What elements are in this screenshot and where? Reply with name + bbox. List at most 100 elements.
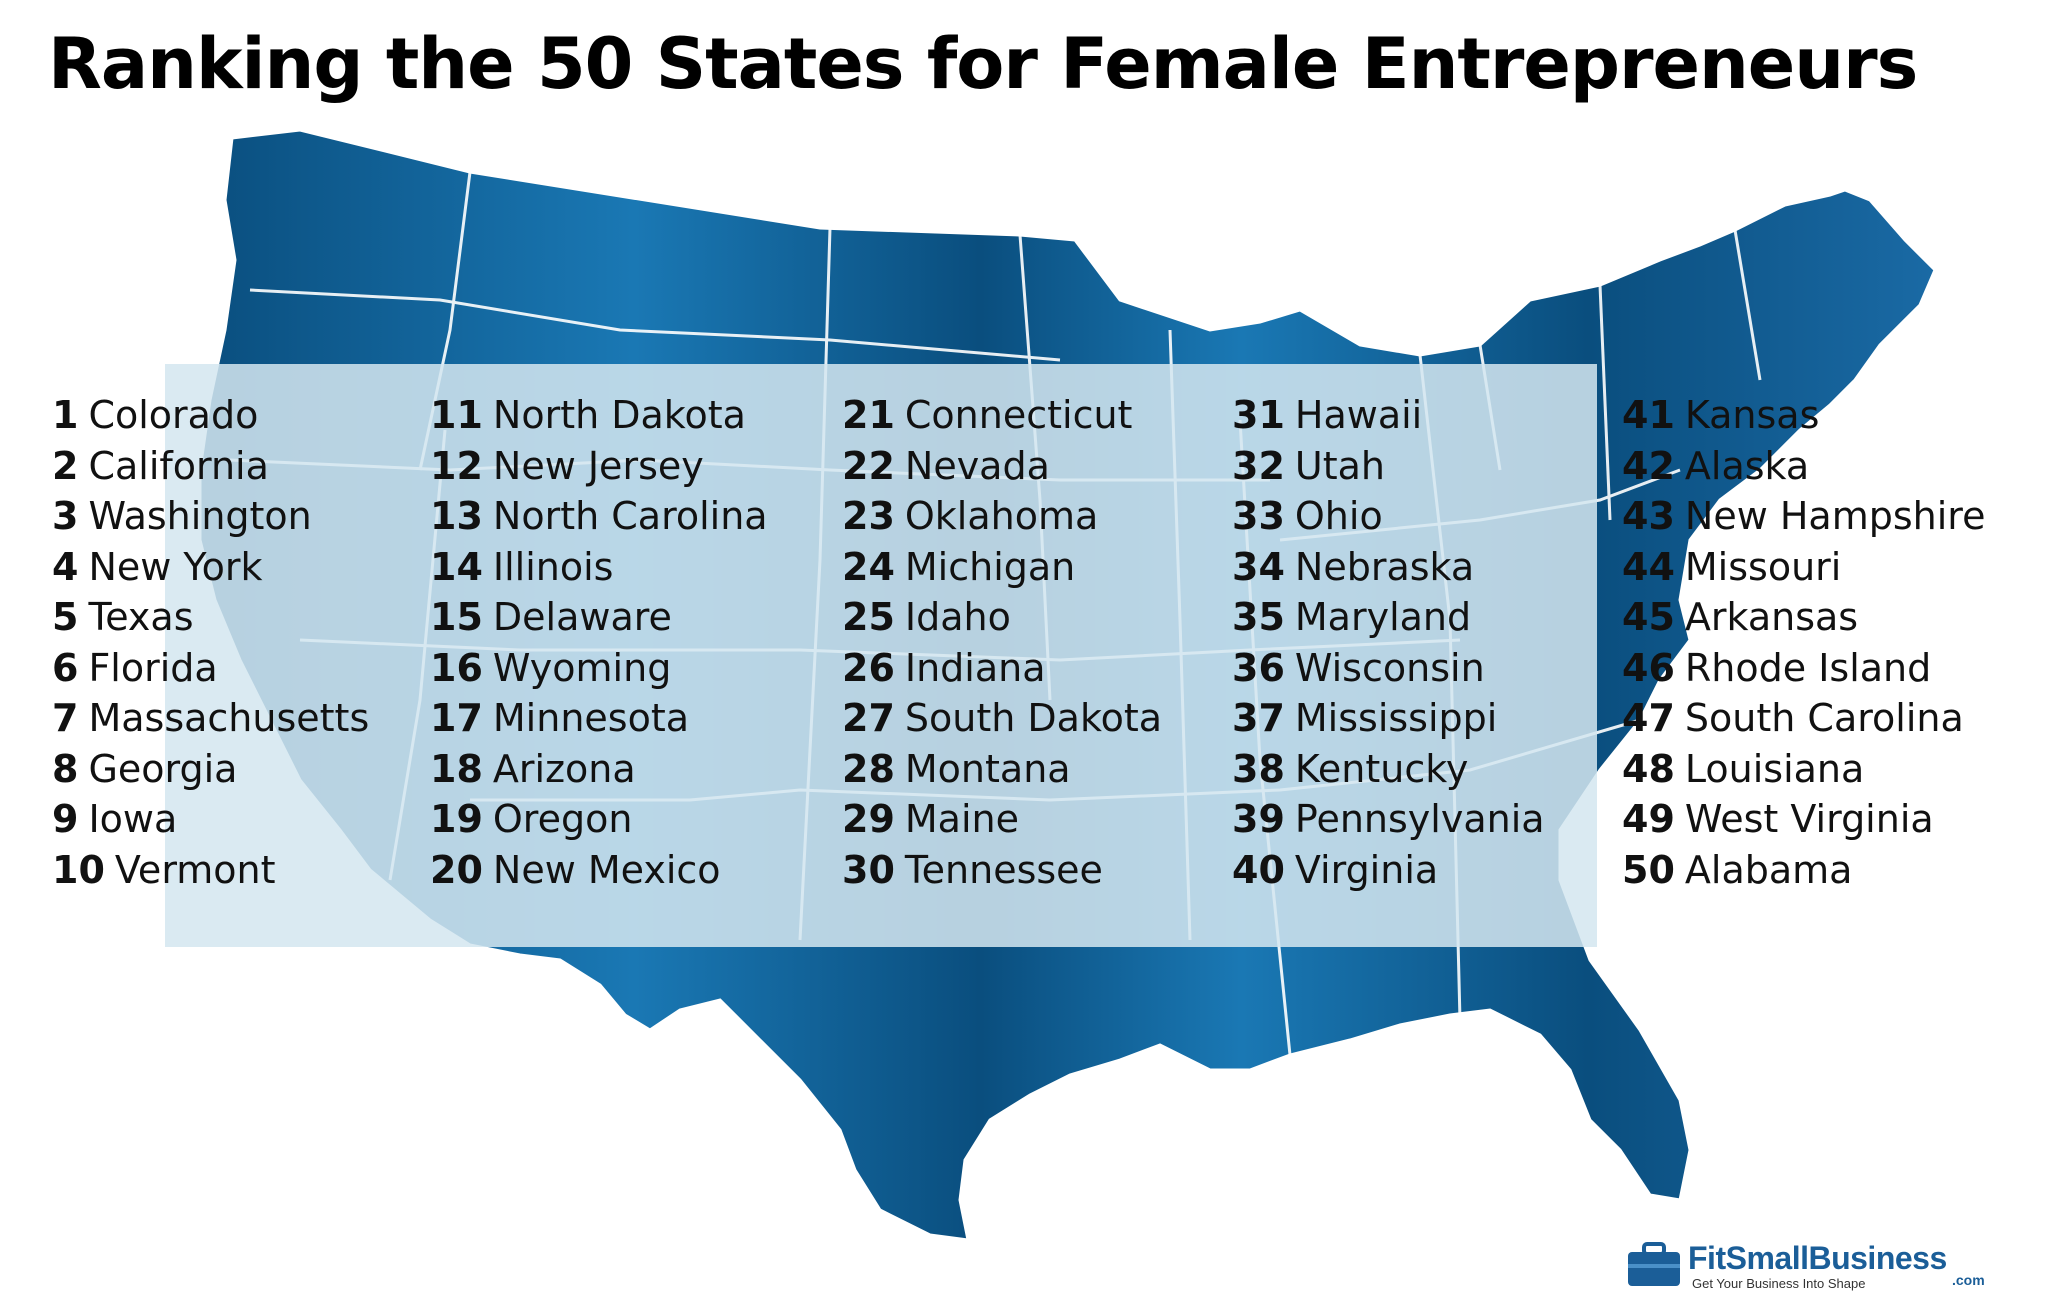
rank-number: 22	[842, 443, 895, 488]
rank-number: 20	[430, 847, 483, 892]
rank-number: 50	[1622, 847, 1675, 892]
state-name: Washington	[88, 494, 312, 538]
ranking-row: 34 Nebraska	[1232, 542, 1545, 593]
ranking-row: 26 Indiana	[842, 643, 1162, 694]
ranking-row: 46 Rhode Island	[1622, 643, 1985, 694]
rank-number: 24	[842, 544, 895, 589]
ranking-row: 6 Florida	[52, 643, 369, 694]
rank-number: 17	[430, 696, 483, 740]
ranking-row: 41 Kansas	[1622, 390, 1985, 441]
ranking-row: 36 Wisconsin	[1232, 643, 1545, 694]
ranking-row: 30 Tennessee	[842, 845, 1162, 896]
ranking-row: 50 Alabama	[1622, 845, 1985, 896]
rank-number: 5	[52, 595, 79, 639]
brand-logo: FitSmallBusiness Get Your Business Into …	[1626, 1240, 2006, 1292]
state-name: Idaho	[904, 595, 1011, 639]
ranking-row: 28 Montana	[842, 744, 1162, 795]
rank-number: 15	[430, 595, 483, 639]
state-name: Alabama	[1684, 847, 1853, 892]
brand-suffix: .com	[1952, 1272, 1985, 1288]
legend-band	[165, 364, 1597, 947]
state-name: Oregon	[492, 797, 633, 841]
rank-number: 14	[430, 544, 483, 589]
rank-number: 37	[1232, 696, 1285, 740]
rank-number: 7	[52, 696, 79, 740]
state-name: Arkansas	[1684, 595, 1859, 639]
state-name: New York	[88, 544, 263, 589]
state-name: Alaska	[1684, 443, 1810, 488]
ranking-column-2: 11 North Dakota 12 New Jersey 13 North Caroli…	[430, 390, 768, 895]
rank-number: 30	[842, 847, 895, 892]
ranking-row: 35 Maryland	[1232, 592, 1545, 643]
state-name: Arizona	[492, 746, 636, 791]
state-name: Georgia	[88, 746, 238, 791]
rank-number: 9	[52, 797, 79, 841]
state-name: Missouri	[1684, 544, 1842, 589]
ranking-row: 1 Colorado	[52, 390, 369, 441]
state-name: Tennessee	[904, 847, 1103, 892]
state-name: Mississippi	[1294, 696, 1498, 740]
ranking-row: 37 Mississippi	[1232, 693, 1545, 744]
brand-tagline: Get Your Business Into Shape	[1692, 1276, 1866, 1291]
state-name: Texas	[88, 595, 194, 639]
rank-number: 32	[1232, 443, 1285, 488]
ranking-row: 20 New Mexico	[430, 845, 768, 896]
ranking-row: 16 Wyoming	[430, 643, 768, 694]
state-name: Virginia	[1294, 847, 1439, 892]
ranking-row: 22 Nevada	[842, 441, 1162, 492]
rank-number: 44	[1622, 544, 1675, 589]
rank-number: 16	[430, 645, 483, 690]
rank-number: 29	[842, 797, 895, 841]
rank-number: 40	[1232, 847, 1285, 892]
rank-number: 31	[1232, 393, 1285, 437]
ranking-row: 44 Missouri	[1622, 542, 1985, 593]
ranking-row: 21 Connecticut	[842, 390, 1162, 441]
state-name: Louisiana	[1684, 746, 1865, 791]
state-name: Michigan	[904, 544, 1076, 589]
state-name: California	[88, 443, 269, 488]
state-name: North Carolina	[492, 494, 768, 538]
ranking-row: 33 Ohio	[1232, 491, 1545, 542]
ranking-row: 43 New Hampshire	[1622, 491, 1985, 542]
rank-number: 39	[1232, 797, 1285, 841]
state-name: Connecticut	[904, 393, 1133, 437]
state-name: Nevada	[904, 443, 1050, 488]
ranking-row: 19 Oregon	[430, 794, 768, 845]
state-name: West Virginia	[1684, 797, 1934, 841]
rank-number: 26	[842, 645, 895, 690]
ranking-row: 40 Virginia	[1232, 845, 1545, 896]
rank-number: 13	[430, 494, 483, 538]
rank-number: 47	[1622, 696, 1675, 740]
state-name: Colorado	[88, 393, 259, 437]
state-name: Nebraska	[1294, 544, 1475, 589]
rank-number: 4	[52, 544, 79, 589]
state-name: Maryland	[1294, 595, 1472, 639]
rank-number: 18	[430, 746, 483, 791]
state-name: Vermont	[114, 847, 276, 892]
state-name: Iowa	[88, 797, 178, 841]
rank-number: 25	[842, 595, 895, 639]
state-name: Massachusetts	[88, 696, 370, 740]
rank-number: 36	[1232, 645, 1285, 690]
state-name: Pennsylvania	[1294, 797, 1545, 841]
ranking-row: 5 Texas	[52, 592, 369, 643]
ranking-column-5: 41 Kansas 42 Alaska 43 New Hampshire 44 Missour…	[1622, 390, 1985, 895]
ranking-row: 17 Minnesota	[430, 693, 768, 744]
ranking-row: 38 Kentucky	[1232, 744, 1545, 795]
ranking-row: 27 South Dakota	[842, 693, 1162, 744]
ranking-row: 9 Iowa	[52, 794, 369, 845]
ranking-row: 45 Arkansas	[1622, 592, 1985, 643]
rank-number: 19	[430, 797, 483, 841]
ranking-row: 12 New Jersey	[430, 441, 768, 492]
state-name: Minnesota	[492, 696, 690, 740]
rank-number: 11	[430, 393, 483, 437]
rank-number: 41	[1622, 393, 1675, 437]
rank-number: 49	[1622, 797, 1675, 841]
ranking-row: 39 Pennsylvania	[1232, 794, 1545, 845]
state-name: Ohio	[1294, 494, 1383, 538]
ranking-row: 14 Illinois	[430, 542, 768, 593]
rank-number: 23	[842, 494, 895, 538]
state-name: Hawaii	[1294, 393, 1423, 437]
state-name: Rhode Island	[1684, 645, 1932, 690]
state-name: New Mexico	[492, 847, 721, 892]
